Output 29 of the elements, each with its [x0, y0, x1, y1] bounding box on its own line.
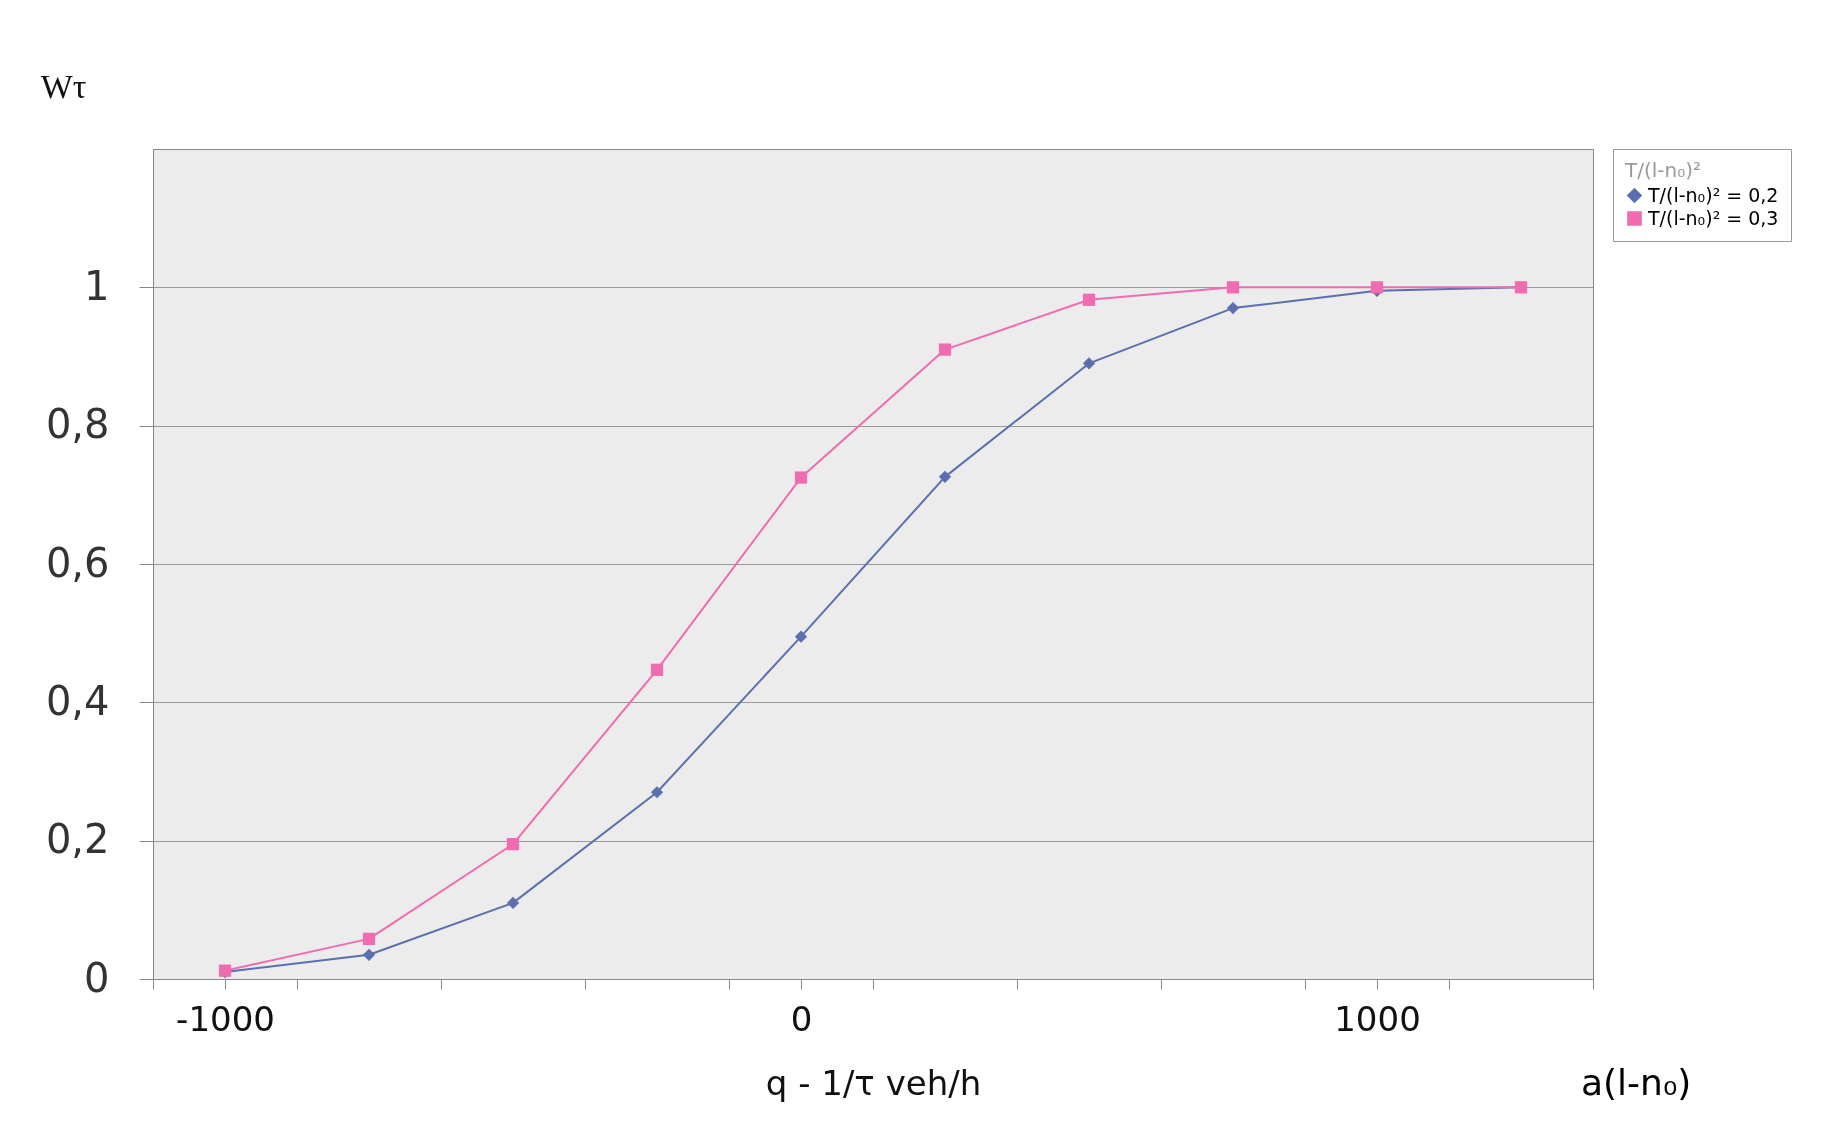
point [1082, 293, 1096, 306]
y-tick-label: 1 [84, 262, 110, 309]
x-tick-label: 1000 [1334, 998, 1421, 1039]
x-tick-label: 0 [790, 998, 813, 1039]
y-tick-label: 0,4 [45, 677, 110, 724]
point [362, 948, 376, 961]
point [794, 630, 808, 643]
text: a(l-n₀) [1581, 1062, 1692, 1103]
point [650, 786, 664, 799]
point [1226, 301, 1240, 315]
point [938, 343, 952, 356]
y-tick-label: 0,8 [45, 401, 110, 448]
point [362, 932, 376, 946]
y-tick-label: 0 [84, 954, 110, 1001]
point [650, 663, 664, 676]
point [794, 471, 808, 484]
legend-label: T/(l-n₀)² = 0,2 [1647, 183, 1779, 206]
point [506, 838, 520, 851]
y-tick-label: 0,6 [45, 539, 110, 586]
point [938, 470, 952, 483]
legend-label: T/(l-n₀)² = 0,3 [1647, 206, 1779, 229]
y-tick-label: 0,2 [45, 816, 110, 863]
y-axis-title: Wτ [40, 67, 87, 105]
point [506, 896, 520, 910]
point [1082, 357, 1096, 370]
x-tick-label: -1000 [176, 998, 275, 1039]
point [1226, 281, 1240, 294]
legend-title: T/(l-n₀)² [1624, 158, 1702, 182]
x-axis-title: q - 1/τ veh/h [765, 1062, 982, 1103]
